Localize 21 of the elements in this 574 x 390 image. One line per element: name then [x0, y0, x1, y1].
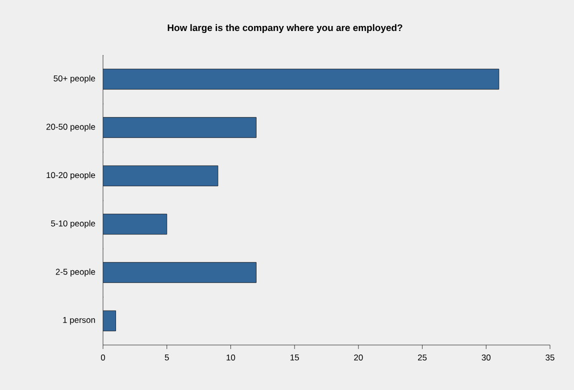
x-tick-label: 30 — [482, 354, 491, 361]
chart-title: How large is the company where you are employed? — [168, 24, 402, 33]
x-tick-label: 25 — [418, 354, 427, 361]
x-tick-label: 15 — [290, 354, 299, 360]
bar — [103, 165, 218, 186]
x-tick-label: 10 — [226, 354, 236, 361]
y-tick-label: 10-20 people — [46, 172, 96, 180]
x-tick-label: 0 — [100, 354, 106, 361]
bar — [103, 262, 256, 283]
y-tick-label: 20-50 people — [46, 124, 96, 132]
y-tick-label: 5-10 people — [51, 220, 96, 228]
bar — [103, 310, 116, 332]
bar — [103, 68, 500, 90]
y-tick-label: 2-5 people — [56, 268, 96, 276]
x-tick-label: 35 — [546, 354, 554, 361]
x-tick-label: 20 — [354, 354, 363, 361]
y-tick-label: 1 person — [63, 317, 95, 325]
bar — [103, 214, 168, 235]
bar — [103, 117, 256, 138]
x-tick-label: 5 — [164, 354, 169, 360]
y-tick-label: 50+ people — [54, 75, 96, 84]
